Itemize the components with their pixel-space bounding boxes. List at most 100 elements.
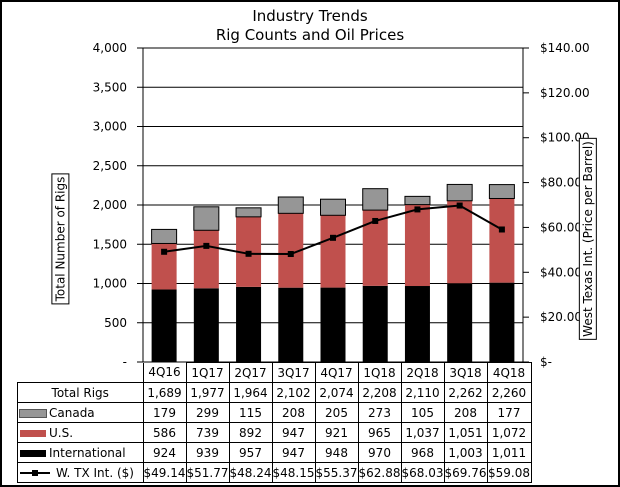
wti-price-marker xyxy=(330,234,336,241)
table-cell: 948 xyxy=(314,442,359,463)
bar-canada xyxy=(151,228,178,244)
table-cell: 273 xyxy=(357,402,402,423)
table-cell: 115 xyxy=(228,402,273,423)
table-corner xyxy=(18,363,144,383)
bar-canada xyxy=(362,188,389,211)
table-cell: $48.15 xyxy=(271,462,316,483)
category-label: 1Q18 xyxy=(357,362,402,383)
y2-tick-label: $40.00 xyxy=(540,265,582,279)
table-cell: 892 xyxy=(228,422,273,443)
table-cell: $51.77 xyxy=(185,462,230,483)
y-tick-label: 2,500 xyxy=(93,159,127,173)
wti-price-marker xyxy=(456,202,463,209)
row-label: Canada xyxy=(17,402,144,423)
table-cell: 208 xyxy=(271,402,316,423)
chart-subtitle: Rig Counts and Oil Prices xyxy=(215,26,405,44)
y-tick-label: 3,000 xyxy=(93,120,127,134)
table-cell: 739 xyxy=(185,422,230,443)
table-cell: $55.37 xyxy=(314,462,359,483)
table-cell: 586 xyxy=(142,422,187,443)
y-tick-label: - xyxy=(123,355,127,369)
bar-international xyxy=(236,286,262,362)
category-label: 3Q17 xyxy=(271,362,316,383)
table-cell: 1,964 xyxy=(228,382,273,403)
bar-international xyxy=(404,286,430,362)
table-cell: 921 xyxy=(314,422,359,443)
row-label-text: Canada xyxy=(49,405,95,420)
table-cell: 2,262 xyxy=(443,382,488,403)
table-cell: $48.24 xyxy=(228,462,273,483)
category-label: 4Q18 xyxy=(486,362,532,383)
bar-canada xyxy=(320,198,346,216)
table-cell: 957 xyxy=(228,442,273,463)
bar-international xyxy=(362,285,388,362)
table-cell: 1,011 xyxy=(486,442,532,463)
y-tick-label: 3,500 xyxy=(93,80,127,94)
bar-international xyxy=(151,289,177,362)
table-cell: 924 xyxy=(142,442,187,463)
row-label-text: Total Rigs xyxy=(51,385,109,400)
table-cell: 105 xyxy=(400,402,445,423)
table-header-row: 4Q16 1Q17 2Q17 3Q17 4Q17 1Q18 2Q18 3Q18 4Q18 xyxy=(18,362,532,383)
wti-price-marker xyxy=(245,250,252,257)
y2-axis-label: West Texas Int. (Price per Barrel) xyxy=(578,138,597,340)
row-label: Total Rigs xyxy=(17,382,144,403)
row-label-text: W. TX Int. ($) xyxy=(56,465,134,480)
category-label: 1Q17 xyxy=(185,362,230,383)
chart-title: Industry Trends xyxy=(252,7,368,25)
table-row: W. TX Int. ($) $49.14 $51.77 $48.24 $48.15 $5… xyxy=(17,462,532,483)
y2-tick-label: $120.00 xyxy=(540,86,590,100)
table-cell: 965 xyxy=(357,422,402,443)
legend-swatch-icon xyxy=(19,408,47,418)
table-cell: 1,977 xyxy=(185,382,230,403)
table-cell: 1,689 xyxy=(142,382,187,403)
bar-canada xyxy=(193,206,220,231)
table-cell: $69.76 xyxy=(443,462,488,483)
bar-international xyxy=(447,283,473,362)
row-label: International xyxy=(17,442,144,463)
bar-u-s- xyxy=(193,230,219,289)
table-cell: 208 xyxy=(443,402,488,423)
table-cell: 947 xyxy=(271,442,316,463)
category-label: 3Q18 xyxy=(443,362,488,383)
row-label: U.S. xyxy=(17,422,144,443)
bar-international xyxy=(320,287,346,362)
row-label-text: U.S. xyxy=(49,425,74,440)
row-label: W. TX Int. ($) xyxy=(17,462,144,483)
wti-price-marker xyxy=(414,206,421,213)
table-cell: $62.88 xyxy=(357,462,402,483)
table-cell: 968 xyxy=(400,442,445,463)
table-cell: 1,051 xyxy=(443,422,488,443)
table-cell: 947 xyxy=(271,422,316,443)
bar-canada xyxy=(235,207,262,218)
wti-price-marker xyxy=(203,242,210,249)
table-cell: 1,037 xyxy=(400,422,445,443)
table-cell: 1,072 xyxy=(486,422,532,443)
table-row: Canada 179 299 115 208 205 273 105 208 177 xyxy=(17,402,532,423)
category-label: 4Q16 xyxy=(142,362,187,383)
bar-canada xyxy=(277,196,304,214)
table-cell: $68.03 xyxy=(400,462,445,483)
y2-tick-label: $20.00 xyxy=(540,310,582,324)
bar-international xyxy=(489,282,515,362)
y-tick-label: 4,000 xyxy=(93,41,127,55)
y2-tick-label: $60.00 xyxy=(540,220,582,234)
bar-international xyxy=(193,288,219,362)
legend-swatch-icon xyxy=(20,449,46,457)
bar-u-s- xyxy=(447,200,473,284)
wti-price-marker xyxy=(161,248,168,255)
table-cell: 205 xyxy=(314,402,359,423)
y2-tick-label: $- xyxy=(540,355,552,369)
y-tick-label: 500 xyxy=(104,316,127,330)
table-cell: 179 xyxy=(142,402,187,423)
table-cell: 1,003 xyxy=(443,442,488,463)
wti-price-marker xyxy=(498,226,505,233)
table-row: Total Rigs 1,689 1,977 1,964 2,102 2,074 2,208… xyxy=(17,382,532,403)
y2-tick-label: $140.00 xyxy=(540,41,590,55)
legend-line-icon xyxy=(20,469,50,477)
y-tick-label: 1,500 xyxy=(93,237,127,251)
y2-tick-label: $100.00 xyxy=(540,131,590,145)
bar-canada xyxy=(488,184,515,199)
